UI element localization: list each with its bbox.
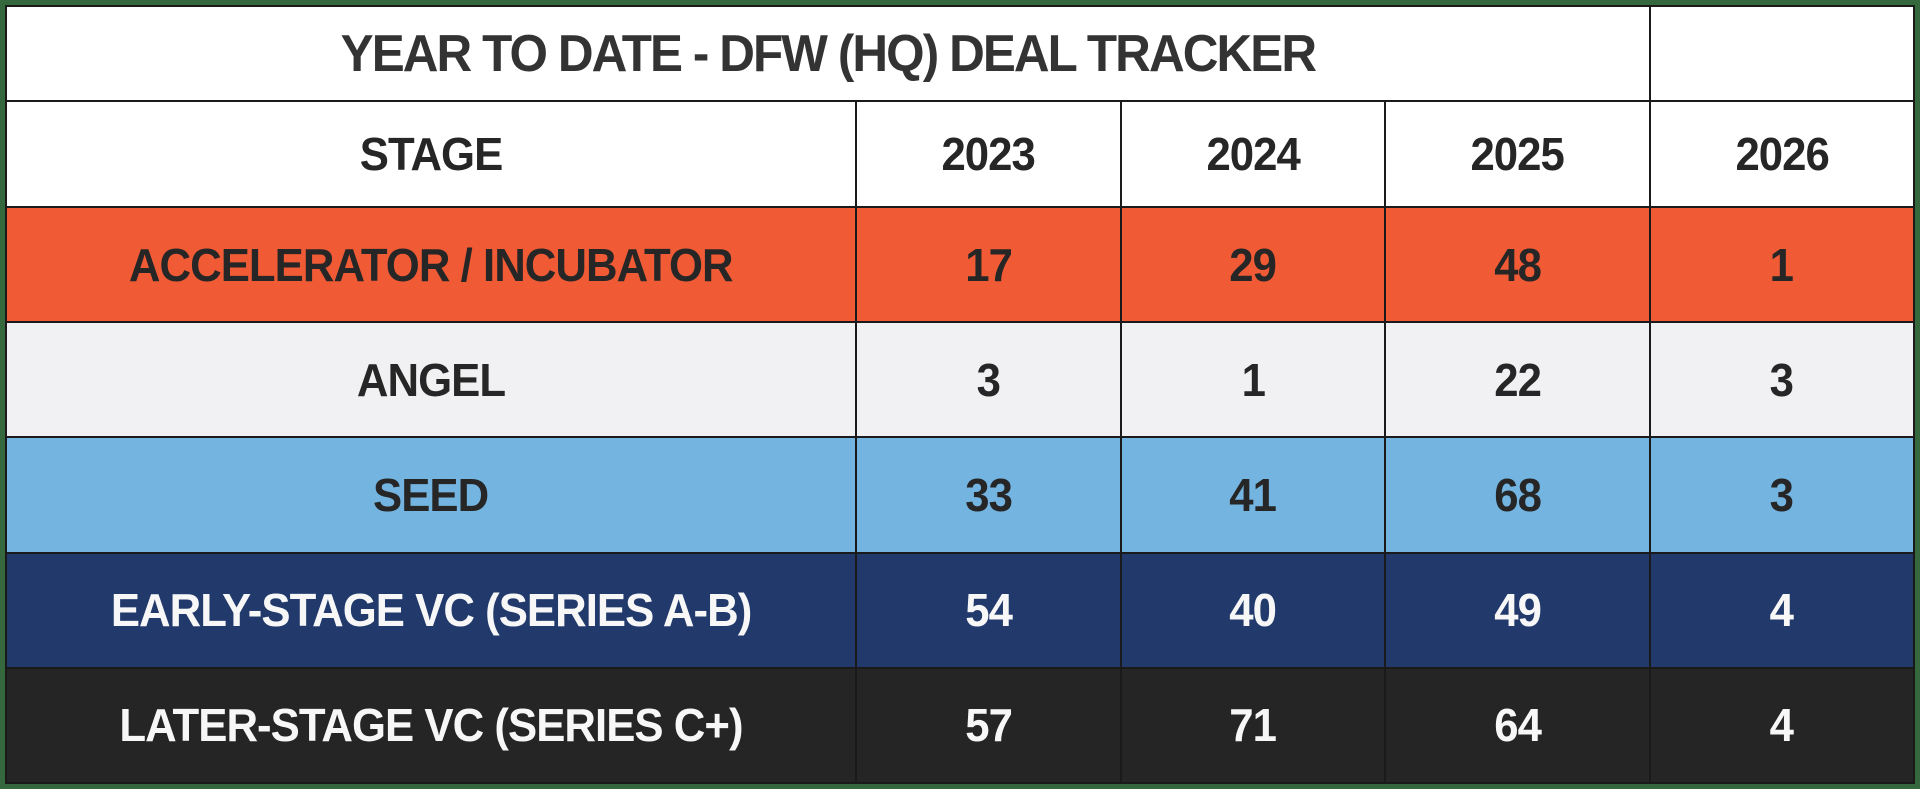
data-cell: 3 [1650, 323, 1913, 437]
column-header-2024: 2024 [1121, 102, 1385, 206]
row-label: LATER-STAGE VC (SERIES C+) [119, 699, 743, 752]
data-value: 29 [1229, 238, 1277, 291]
data-value: 3 [1770, 353, 1794, 406]
data-value: 68 [1493, 468, 1542, 521]
data-value: 49 [1493, 584, 1542, 637]
data-value: 40 [1229, 584, 1277, 637]
row-label: ANGEL [356, 353, 506, 406]
data-cell: 54 [857, 553, 1120, 667]
data-value: 3 [976, 353, 1001, 406]
data-cell: 1 [1650, 208, 1913, 322]
column-header-label: STAGE [359, 128, 504, 180]
column-header-2023: 2023 [857, 102, 1120, 206]
column-header-label: 2023 [941, 128, 1036, 180]
row-label: ACCELERATOR / INCUBATOR [129, 238, 734, 291]
data-value: 4 [1770, 584, 1794, 637]
data-value: 57 [965, 699, 1013, 752]
column-header-2025: 2025 [1386, 102, 1649, 206]
row-label-cell: LATER-STAGE VC (SERIES C+) [7, 668, 856, 782]
data-value: 54 [965, 584, 1013, 637]
empty-corner-cell [1650, 7, 1913, 100]
data-cell: 4 [1650, 553, 1913, 667]
column-header-label: 2026 [1735, 128, 1829, 180]
data-cell: 17 [857, 208, 1120, 322]
data-cell: 68 [1386, 438, 1649, 552]
data-cell: 64 [1386, 668, 1649, 782]
data-value: 4 [1770, 699, 1794, 752]
data-cell: 41 [1121, 438, 1385, 552]
data-value: 22 [1493, 353, 1542, 406]
deal-tracker-table: YEAR TO DATE - DFW (HQ) DEAL TRACKER STA… [7, 7, 1913, 782]
data-cell: 3 [1650, 438, 1913, 552]
data-cell: 29 [1121, 208, 1385, 322]
column-header-label: 2024 [1206, 128, 1300, 180]
column-header-2026: 2026 [1650, 102, 1913, 206]
data-cell: 40 [1121, 553, 1385, 667]
data-cell: 49 [1386, 553, 1649, 667]
data-value: 41 [1229, 468, 1277, 521]
data-cell: 1 [1121, 323, 1385, 437]
row-label: SEED [373, 468, 489, 521]
row-label-cell: ACCELERATOR / INCUBATOR [7, 208, 856, 322]
data-value: 1 [1770, 238, 1794, 291]
data-value: 64 [1493, 699, 1542, 752]
data-value: 1 [1241, 353, 1265, 406]
row-label-cell: EARLY-STAGE VC (SERIES A-B) [7, 553, 856, 667]
data-cell: 48 [1386, 208, 1649, 322]
data-cell: 71 [1121, 668, 1385, 782]
row-label: EARLY-STAGE VC (SERIES A-B) [110, 584, 752, 637]
row-label-cell: ANGEL [7, 323, 856, 437]
data-value: 33 [965, 468, 1013, 521]
data-value: 17 [965, 238, 1013, 291]
data-cell: 4 [1650, 668, 1913, 782]
column-header-label: 2025 [1470, 128, 1565, 180]
data-value: 71 [1229, 699, 1277, 752]
row-label-cell: SEED [7, 438, 856, 552]
data-cell: 57 [857, 668, 1120, 782]
table-title: YEAR TO DATE - DFW (HQ) DEAL TRACKER [340, 24, 1317, 83]
data-cell: 33 [857, 438, 1120, 552]
table-title-cell: YEAR TO DATE - DFW (HQ) DEAL TRACKER [7, 7, 1649, 100]
data-value: 3 [1770, 468, 1794, 521]
data-cell: 3 [857, 323, 1120, 437]
data-value: 48 [1493, 238, 1542, 291]
column-header-stage: STAGE [7, 102, 856, 206]
data-cell: 22 [1386, 323, 1649, 437]
